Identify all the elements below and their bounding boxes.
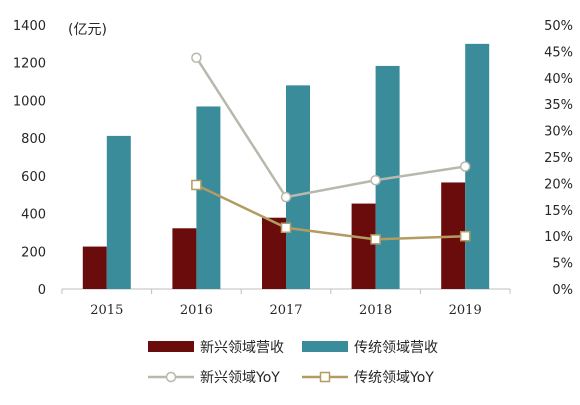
bars-layer [82,43,490,289]
x-tick-label: 2019 [449,303,482,318]
y-right-tick-label: 5% [552,257,573,272]
y-right-tick-label: 35% [544,98,573,113]
x-tick-label: 2017 [269,303,302,318]
bar-traditional [196,106,221,289]
bar-emerging [172,228,197,289]
y-left-tick-label: 1400 [13,19,46,34]
x-tick-label: 2015 [90,303,123,318]
bar-emerging [82,246,107,289]
legend-label-emerging-yoy: 新兴领域YoY [200,370,280,386]
y-right-tick-label: 0% [552,283,573,298]
legend-label-traditional: 传统领域营收 [354,340,438,356]
point-emerging-yoy [459,161,471,172]
lines-layer [191,52,471,245]
y-right-tick-label: 30% [544,125,573,140]
y-right-tick-label: 25% [544,151,573,166]
line-emerging-yoy [195,57,466,199]
y-left-tick-label: 1200 [13,57,46,72]
y-left-tick-label: 600 [21,170,46,185]
legend-swatch-emerging [148,341,194,352]
point-emerging-yoy [280,191,292,203]
legend-marker-traditional-yoy [319,371,331,383]
y-left-tick-label: 1000 [13,94,46,109]
point-emerging-yoy [191,52,202,63]
y-left-tick-label: 800 [21,132,46,147]
x-tick-label: 2018 [359,303,392,318]
y-right-tick-label: 20% [544,177,573,192]
x-tick-label: 2016 [180,303,213,318]
point-traditional-yoy [370,234,381,245]
y-right-tick-label: 15% [544,204,573,219]
legend-label-traditional-yoy: 传统领域YoY [354,370,434,386]
point-emerging-yoy [370,174,381,186]
y-left-tick-label: 200 [21,245,46,260]
point-traditional-yoy [191,179,202,191]
legend-swatch-traditional [302,341,348,352]
y-right-tick-label: 10% [544,230,573,245]
legend-marker-emerging-yoy [165,371,177,383]
axes-layer [61,288,511,294]
bar-traditional [286,85,310,289]
unit-label: (亿元) [68,22,107,38]
point-traditional-yoy [280,222,292,234]
y-left-tick-label: 400 [21,208,46,223]
y-right-tick-label: 50% [544,19,573,34]
legend-label-emerging: 新兴领域营收 [200,340,284,356]
bar-traditional [106,135,131,289]
point-traditional-yoy [459,230,471,242]
y-left-tick-label: 0 [38,283,46,298]
line-traditional-yoy [195,183,466,241]
bar-emerging [351,203,376,289]
y-right-tick-label: 40% [544,72,573,87]
labels-layer: (亿元) 0 200 400 600 800 1000 1200 1400 0% 5% 10% 15%… [13,19,573,318]
y-right-tick-label: 45% [544,45,573,60]
